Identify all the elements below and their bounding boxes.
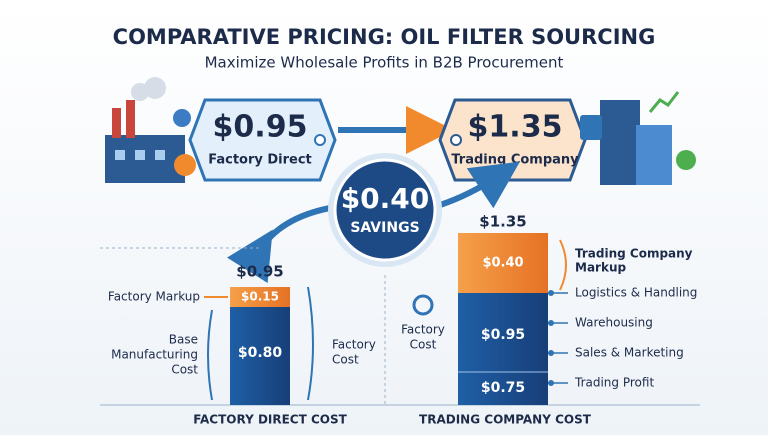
cost-item: Warehousing	[575, 316, 653, 330]
caption: TRADING COMPANY COST	[419, 413, 592, 427]
cost-item: Sales & Marketing	[575, 346, 684, 360]
segment-label: $0.80	[238, 345, 283, 361]
factory-label: Factory Direct	[208, 153, 312, 168]
base-label: Cost	[171, 363, 198, 377]
trading-label: Trading Company	[451, 153, 579, 168]
bar-segment	[458, 233, 548, 293]
bracket	[559, 239, 567, 291]
bar-total: $1.35	[479, 213, 526, 231]
base-label: Base	[169, 333, 198, 347]
bracket	[307, 286, 314, 401]
segment-label: $0.95	[481, 327, 525, 343]
trading-price: $1.35	[468, 110, 563, 145]
connector-dot	[548, 350, 554, 356]
connector-dot	[548, 380, 554, 386]
factory-price: $0.95	[213, 110, 308, 145]
segment-label: $0.75	[481, 380, 525, 396]
factory-cost-label: Factory	[401, 323, 445, 337]
markup-label: Factory Markup	[108, 290, 200, 304]
bracket	[207, 309, 213, 401]
connector-dot	[548, 290, 554, 296]
cost-item: Trading Profit	[574, 376, 654, 390]
base-label: Manufacturing	[111, 348, 198, 362]
markup-label: Markup	[575, 261, 626, 275]
arrow	[226, 205, 331, 284]
caption: FACTORY DIRECT COST	[193, 413, 347, 427]
title: COMPARATIVE PRICING: OIL FILTER SOURCING	[113, 25, 656, 49]
connector-dot	[548, 320, 554, 326]
buildings-icon	[580, 91, 696, 185]
bar-total: $0.95	[236, 263, 283, 281]
gear-icon	[412, 294, 434, 316]
bar-segment	[458, 293, 548, 405]
savings-label: SAVINGS	[350, 220, 419, 236]
segment-label: $0.15	[241, 290, 279, 304]
savings-badge: $0.40 SAVINGS	[328, 153, 442, 267]
bar-segment	[230, 287, 290, 307]
markup-label: Trading Company	[575, 247, 693, 261]
cost-item: Logistics & Handling	[575, 286, 697, 300]
segment-label: $0.40	[482, 256, 523, 271]
factory-icon	[105, 77, 196, 183]
bracket-label: Cost	[332, 353, 359, 367]
subtitle: Maximize Wholesale Profits in B2B Procur…	[205, 54, 564, 72]
factory-tag: $0.95 Factory Direct	[188, 98, 337, 182]
savings-amount: $0.40	[341, 182, 430, 215]
cost-items: Logistics & Handling Warehousing Sales & M…	[548, 286, 697, 390]
trading-tag: $1.35 Trading Company	[438, 98, 587, 182]
bar-segment	[230, 307, 290, 405]
factory-cost-label: Cost	[410, 338, 437, 352]
arrow	[439, 161, 520, 209]
bracket-label: Factory	[332, 338, 376, 352]
